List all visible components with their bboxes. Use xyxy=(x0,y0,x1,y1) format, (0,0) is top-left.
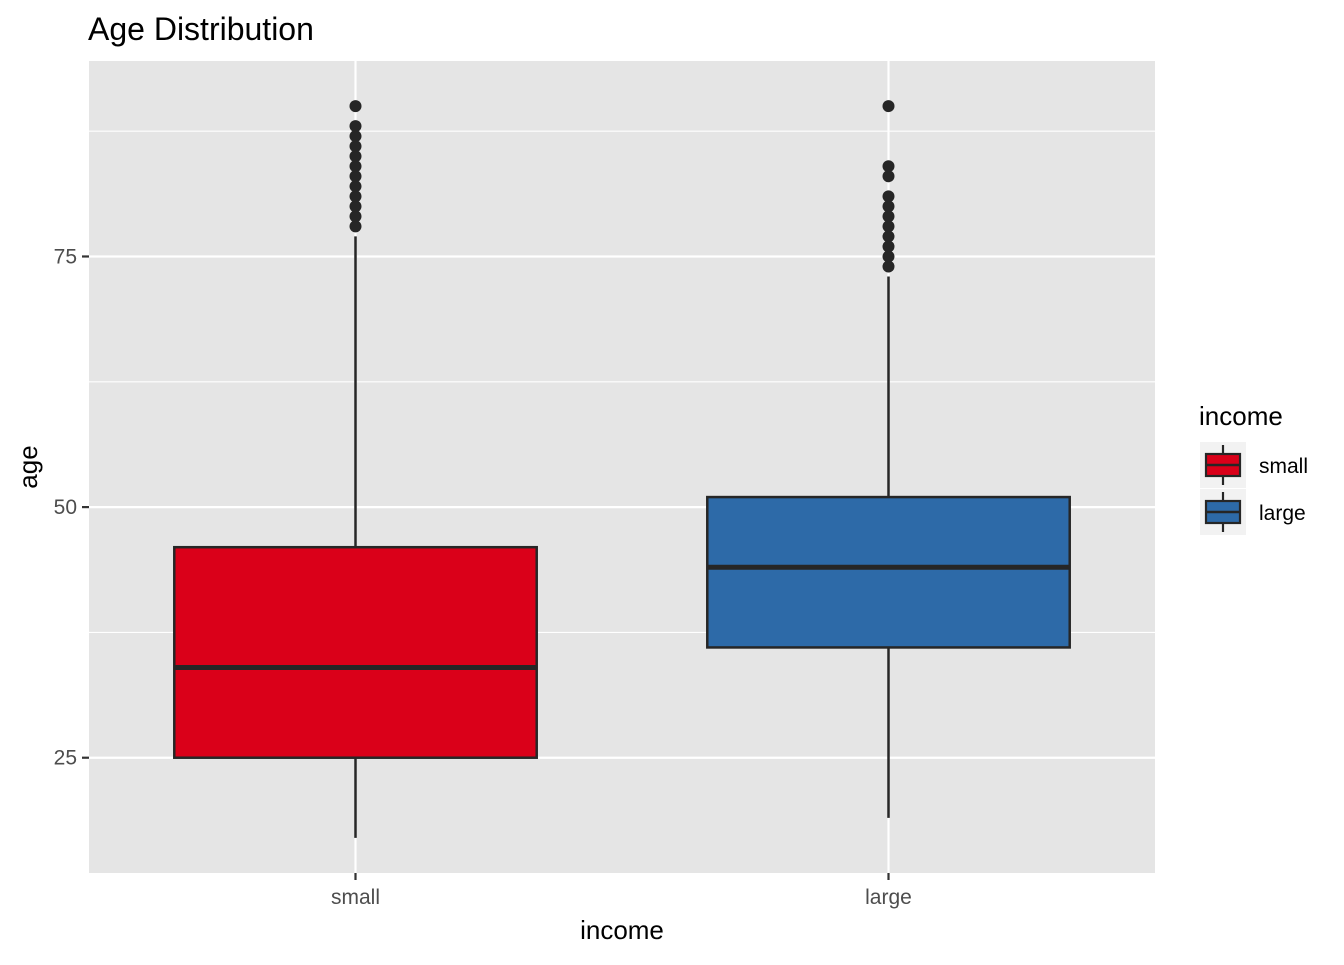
x-tick-label: small xyxy=(331,886,380,909)
legend-title: income xyxy=(1199,401,1283,431)
outlier-point xyxy=(349,170,362,183)
y-tick-label: 50 xyxy=(54,496,77,519)
outlier-point xyxy=(349,160,362,173)
iqr-box xyxy=(706,495,1071,649)
legend-label: large xyxy=(1259,502,1306,525)
outlier-point xyxy=(882,160,895,173)
outlier-point xyxy=(349,140,362,153)
legend: income small large xyxy=(1199,401,1308,535)
outlier-point xyxy=(882,170,895,183)
outlier-point xyxy=(882,210,895,223)
outlier-point xyxy=(882,260,895,273)
outlier-point xyxy=(882,250,895,263)
legend-label: small xyxy=(1259,455,1308,478)
outlier-point xyxy=(349,100,362,113)
y-tick-label: 25 xyxy=(54,747,77,770)
outlier-point xyxy=(882,100,895,113)
outlier-point xyxy=(882,220,895,233)
x-axis: small large xyxy=(331,873,912,909)
outlier-point xyxy=(882,230,895,243)
iqr-box xyxy=(173,545,538,759)
outlier-point xyxy=(349,150,362,163)
outlier-point xyxy=(882,190,895,203)
chart-title: Age Distribution xyxy=(88,11,314,47)
outlier-point xyxy=(349,220,362,233)
x-axis-label: income xyxy=(580,915,664,945)
outlier-point xyxy=(349,200,362,213)
legend-item-large: large xyxy=(1200,489,1306,535)
outlier-point xyxy=(882,240,895,253)
box-small xyxy=(173,100,538,838)
outlier-point xyxy=(349,190,362,203)
x-tick-label: large xyxy=(865,886,912,909)
outlier-point xyxy=(349,180,362,193)
outlier-point xyxy=(349,120,362,133)
y-axis-label: age xyxy=(13,445,43,488)
y-axis: 25 50 75 xyxy=(54,245,89,770)
boxes-layer xyxy=(173,100,1071,838)
outlier-point xyxy=(882,200,895,213)
y-tick-label: 75 xyxy=(54,245,77,268)
legend-item-small: small xyxy=(1200,442,1308,488)
outlier-point xyxy=(349,130,362,143)
outlier-point xyxy=(349,210,362,223)
box-large xyxy=(706,100,1071,818)
